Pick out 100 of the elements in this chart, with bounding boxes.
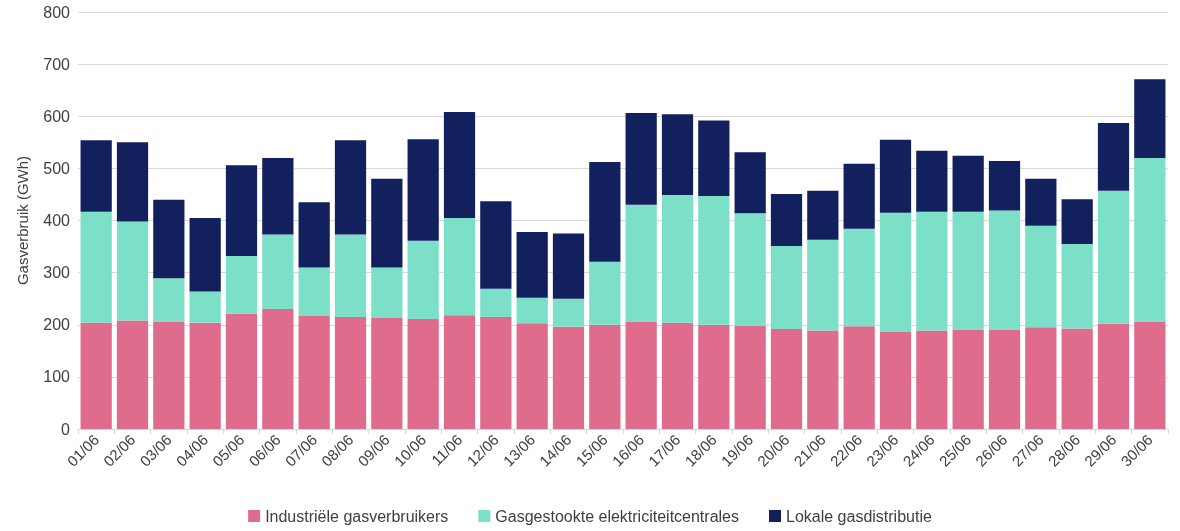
bar xyxy=(407,139,439,241)
bar xyxy=(116,320,149,429)
bar xyxy=(879,139,912,213)
bar xyxy=(262,234,294,310)
bar xyxy=(988,161,1021,211)
bar xyxy=(516,297,548,324)
bar xyxy=(80,211,112,323)
bar xyxy=(1134,79,1166,158)
bar xyxy=(262,157,294,235)
bar xyxy=(407,319,439,429)
bar xyxy=(552,233,585,299)
bar xyxy=(734,325,766,429)
bar xyxy=(371,178,403,268)
bar xyxy=(625,321,657,429)
bar xyxy=(589,261,621,325)
bar xyxy=(225,313,258,429)
bar xyxy=(879,212,912,332)
y-tick-label: 800 xyxy=(43,3,71,21)
bar xyxy=(116,221,149,321)
bar xyxy=(189,217,221,292)
bar xyxy=(843,326,875,429)
bar xyxy=(1061,328,1093,429)
bar xyxy=(80,322,112,429)
bar xyxy=(225,165,258,256)
bar xyxy=(189,322,221,429)
bar xyxy=(516,323,548,429)
bar xyxy=(480,201,512,289)
bar xyxy=(189,291,221,323)
bar xyxy=(734,213,766,326)
bar xyxy=(371,317,403,429)
legend-label: Gasgestookte elektriciteitcentrales xyxy=(495,507,739,525)
bar xyxy=(371,267,403,318)
bar xyxy=(552,326,585,429)
bar xyxy=(334,140,367,235)
bar xyxy=(952,211,984,330)
bar xyxy=(916,330,948,429)
y-tick-label: 400 xyxy=(43,212,71,229)
y-tick-label: 500 xyxy=(43,159,71,177)
y-tick-label: 100 xyxy=(43,368,71,386)
bar xyxy=(153,321,185,429)
bar xyxy=(952,155,984,212)
bar xyxy=(843,163,875,229)
bar xyxy=(1025,178,1057,226)
bar xyxy=(516,231,548,298)
bar xyxy=(552,298,585,327)
bar xyxy=(988,210,1021,330)
bar xyxy=(988,329,1021,429)
bar xyxy=(298,267,330,316)
bar xyxy=(698,324,730,429)
bar xyxy=(661,114,694,195)
bar xyxy=(480,288,512,317)
bar xyxy=(1097,190,1130,324)
bar xyxy=(443,217,476,316)
bar xyxy=(1061,199,1093,244)
bar xyxy=(80,140,112,212)
bar xyxy=(1097,123,1130,191)
legend-label: Lokale gasdistributie xyxy=(786,507,932,525)
bar xyxy=(1025,225,1057,328)
y-tick-label: 600 xyxy=(43,107,71,125)
bar xyxy=(807,330,839,429)
bar xyxy=(153,199,185,279)
bar xyxy=(734,152,766,214)
bar xyxy=(407,240,439,320)
bar xyxy=(770,328,803,429)
y-tick-label: 200 xyxy=(43,316,71,334)
bar xyxy=(698,120,730,196)
y-tick-label: 0 xyxy=(61,420,71,438)
bar xyxy=(1134,157,1166,322)
bar xyxy=(661,322,694,429)
bar xyxy=(116,142,149,222)
bar xyxy=(1097,323,1130,429)
bar xyxy=(952,329,984,429)
bar xyxy=(698,196,730,325)
y-tick-label: 300 xyxy=(43,264,71,282)
bar xyxy=(661,194,694,323)
bar xyxy=(262,309,294,429)
bar xyxy=(334,234,367,317)
bar xyxy=(625,113,657,205)
bar xyxy=(1061,243,1093,329)
bar xyxy=(916,211,948,331)
bar xyxy=(153,278,185,322)
bar xyxy=(443,112,476,218)
legend-label: Industriële gasverbruikers xyxy=(265,507,449,525)
bar xyxy=(480,316,512,429)
y-tick-label: 700 xyxy=(43,55,71,73)
bar xyxy=(298,202,330,268)
bar xyxy=(625,204,657,322)
bar xyxy=(443,315,476,429)
bar xyxy=(1134,321,1166,429)
bar xyxy=(298,315,330,429)
bar xyxy=(770,193,803,247)
bar xyxy=(589,162,621,262)
y-axis-title: Gasverbruik (GWh) xyxy=(14,155,31,286)
bar xyxy=(1025,327,1057,429)
bar xyxy=(225,255,258,314)
bar xyxy=(879,331,912,429)
bar xyxy=(770,246,803,329)
bar xyxy=(843,228,875,327)
bar xyxy=(916,150,948,212)
bar xyxy=(589,324,621,429)
